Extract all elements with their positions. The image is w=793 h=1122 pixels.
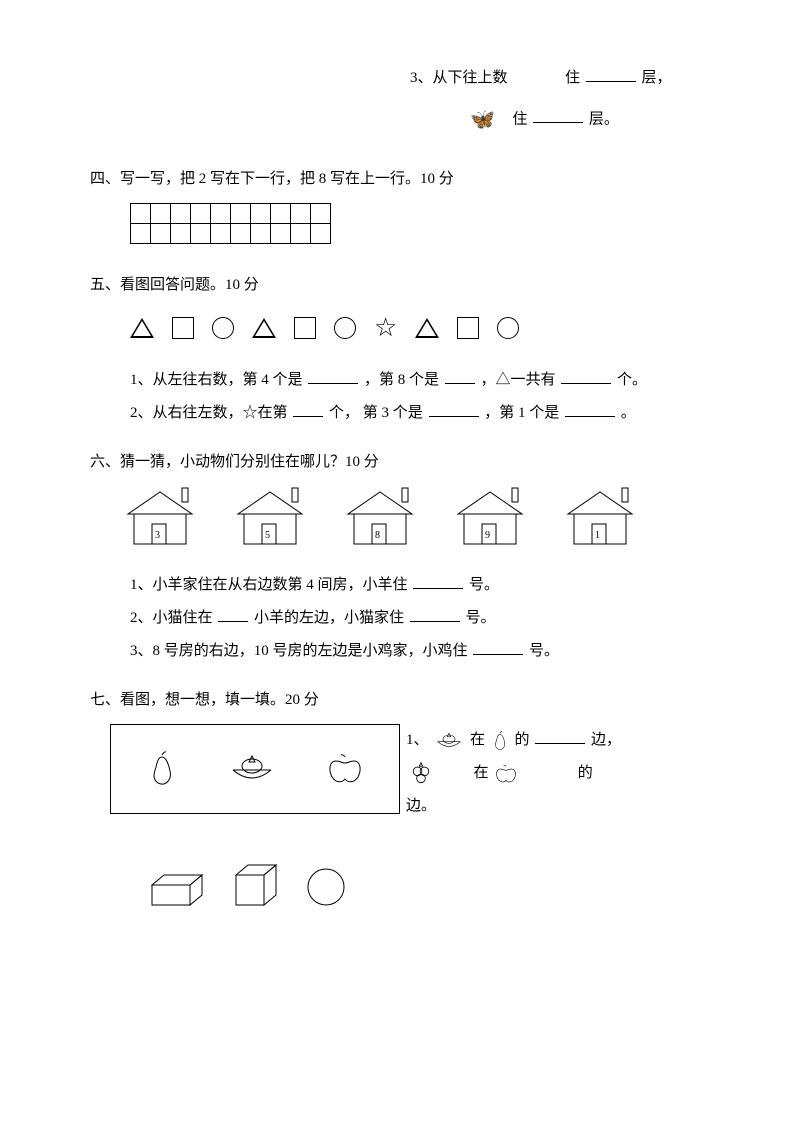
circle-icon [497, 317, 519, 339]
square-icon [172, 317, 194, 339]
apple-icon [494, 764, 518, 784]
triangle-icon [252, 318, 276, 338]
q5-blank-3[interactable] [561, 368, 611, 384]
question-4-title: 四、写一写，把 2 写在下一行，把 8 写在上一行。10 分 [90, 166, 703, 193]
q6-line-3: 3、8 号房的右边，10 号房的左边是小鸡家，小鸡住 号。 [130, 638, 703, 665]
plate-fruit-icon [227, 752, 277, 786]
q5-blank-6[interactable] [565, 401, 615, 417]
square-icon [457, 317, 479, 339]
house-icon: 8 [340, 486, 420, 548]
pear-icon [146, 749, 178, 789]
q6-blank-1[interactable] [413, 573, 463, 589]
q5-line-2: 2、从右往左数，☆在第 个， 第 3 个是 ，第 1 个是 。 [130, 400, 703, 427]
q6-blank-2[interactable] [218, 606, 248, 622]
q3-blank-1[interactable] [586, 66, 636, 82]
question-6-title: 六、猜一猜，小动物们分别住在哪儿？10 分 [90, 449, 703, 476]
question-5-title: 五、看图回答问题。10 分 [90, 272, 703, 299]
house-icon: 1 [560, 486, 640, 548]
house-icon: 3 [120, 486, 200, 548]
q5-line-1: 1、从左往右数，第 4 个是 ，第 8 个是 ，△一共有 个。 [130, 367, 703, 394]
q3-text-5: 层。 [589, 111, 619, 127]
house-number: 9 [485, 530, 490, 541]
q3-text-1: 3、从下往上数 [410, 70, 508, 86]
houses-row: 3 5 8 9 1 [120, 486, 703, 548]
butterfly-icon: 🦋 [470, 109, 495, 131]
triangle-icon [415, 318, 439, 338]
q6-blank-3[interactable] [410, 606, 460, 622]
q6-blank-4[interactable] [473, 639, 523, 655]
q3-text-2: 住 [565, 70, 580, 86]
q3-text-3: 层， [642, 70, 672, 86]
pear-icon [491, 729, 509, 753]
triangle-icon [130, 318, 154, 338]
q7-blank-1[interactable] [535, 728, 585, 744]
q7-wrap: 1、 在 的 边， 在 [110, 724, 703, 823]
q5-blank-5[interactable] [429, 401, 479, 417]
house-number: 8 [375, 530, 380, 541]
writing-grid[interactable] [130, 203, 331, 244]
cube-icon [234, 863, 278, 907]
house-number: 5 [265, 530, 270, 541]
circle-icon [334, 317, 356, 339]
circle-icon [212, 317, 234, 339]
q7-right-text: 1、 在 的 边， 在 [406, 724, 703, 823]
q3-text-4: 住 [512, 111, 527, 127]
question-7-title: 七、看图，想一想，填一填。20 分 [90, 687, 703, 714]
q5-blank-4[interactable] [293, 401, 323, 417]
house-icon: 5 [230, 486, 310, 548]
star-icon: ☆ [374, 317, 397, 339]
q6-line-2: 2、小猫住在 小羊的左边，小猫家住 号。 [130, 605, 703, 632]
shapes-row: ☆ [130, 317, 703, 339]
fruit-box [110, 724, 400, 814]
house-number: 3 [155, 530, 160, 541]
q6-line-1: 1、小羊家住在从右边数第 4 间房，小羊住 号。 [130, 572, 703, 599]
apple-icon [326, 753, 364, 785]
house-icon: 9 [450, 486, 530, 548]
bottom-shapes-row [150, 863, 703, 907]
square-icon [294, 317, 316, 339]
question-3-fragment: 3、从下往上数 住 层， 🦋 住 层。 [410, 60, 703, 144]
q5-blank-2[interactable] [445, 368, 475, 384]
sphere-icon [306, 867, 346, 907]
plate-fruit-icon [434, 730, 464, 752]
q3-blank-2[interactable] [533, 107, 583, 123]
house-number: 1 [595, 530, 600, 541]
cuboid-icon [150, 873, 206, 907]
grapes-icon [408, 761, 434, 787]
q5-blank-1[interactable] [308, 368, 358, 384]
